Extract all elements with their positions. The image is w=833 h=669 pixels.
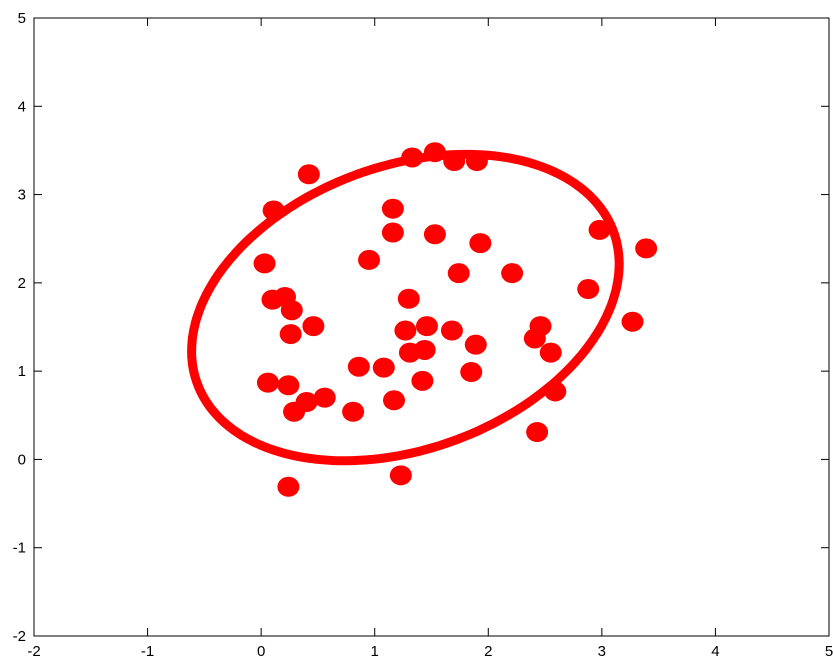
data-point [415, 316, 438, 337]
data-point [313, 387, 336, 408]
x-tick-label: 0 [257, 643, 265, 660]
data-point [401, 147, 424, 168]
data-point [279, 324, 302, 345]
data-point [423, 224, 446, 245]
data-point [501, 263, 524, 284]
data-point [277, 476, 300, 497]
data-point [372, 357, 395, 378]
data-point [447, 263, 470, 284]
data-point [256, 372, 279, 393]
y-tick-label: 2 [18, 275, 26, 292]
data-point [526, 422, 549, 443]
data-point [397, 288, 420, 309]
data-point [588, 219, 611, 240]
data-point [544, 381, 567, 402]
data-point [460, 362, 483, 383]
x-tick-label: -2 [27, 643, 40, 660]
data-point [280, 300, 303, 321]
data-point [413, 339, 436, 360]
y-tick-label: -2 [13, 628, 26, 645]
x-tick-label: 1 [371, 643, 379, 660]
data-point [383, 390, 406, 411]
x-tick-label: 2 [484, 643, 492, 660]
data-point [539, 342, 562, 363]
x-tick-label: 4 [711, 643, 719, 660]
y-tick-label: 3 [18, 187, 26, 204]
y-tick-label: 5 [18, 10, 26, 27]
axis-tick-labels: -2 -1 0 1 2 3 4 5 -2 -1 0 1 2 3 4 5 [13, 10, 833, 660]
data-point [465, 151, 488, 172]
data-point [262, 200, 285, 221]
x-tick-label: 5 [825, 643, 833, 660]
data-point [443, 151, 466, 172]
data-point [302, 316, 325, 337]
x-tick-label: 3 [598, 643, 606, 660]
data-point [411, 370, 434, 391]
data-point [577, 279, 600, 300]
data-point [464, 334, 487, 355]
data-point [297, 164, 320, 185]
data-point [394, 320, 417, 341]
data-point [253, 253, 276, 274]
data-point [381, 198, 404, 219]
data-point [347, 356, 370, 377]
x-tick-label: -1 [141, 643, 154, 660]
data-point [469, 233, 492, 254]
data-point [635, 238, 658, 259]
data-point [342, 401, 365, 422]
plot-area-frame [33, 17, 830, 637]
data-point [440, 320, 463, 341]
data-point [423, 142, 446, 163]
y-tick-label: 1 [18, 363, 26, 380]
y-tick-label: 4 [18, 98, 26, 115]
plot-layer [187, 142, 658, 497]
data-point [277, 375, 300, 396]
y-tick-label: -1 [13, 540, 26, 557]
data-point [621, 311, 644, 332]
data-point [523, 328, 546, 349]
data-point [358, 249, 381, 270]
y-tick-label: 0 [18, 451, 26, 468]
data-point [381, 222, 404, 243]
data-point [389, 465, 412, 486]
data-point [283, 401, 306, 422]
